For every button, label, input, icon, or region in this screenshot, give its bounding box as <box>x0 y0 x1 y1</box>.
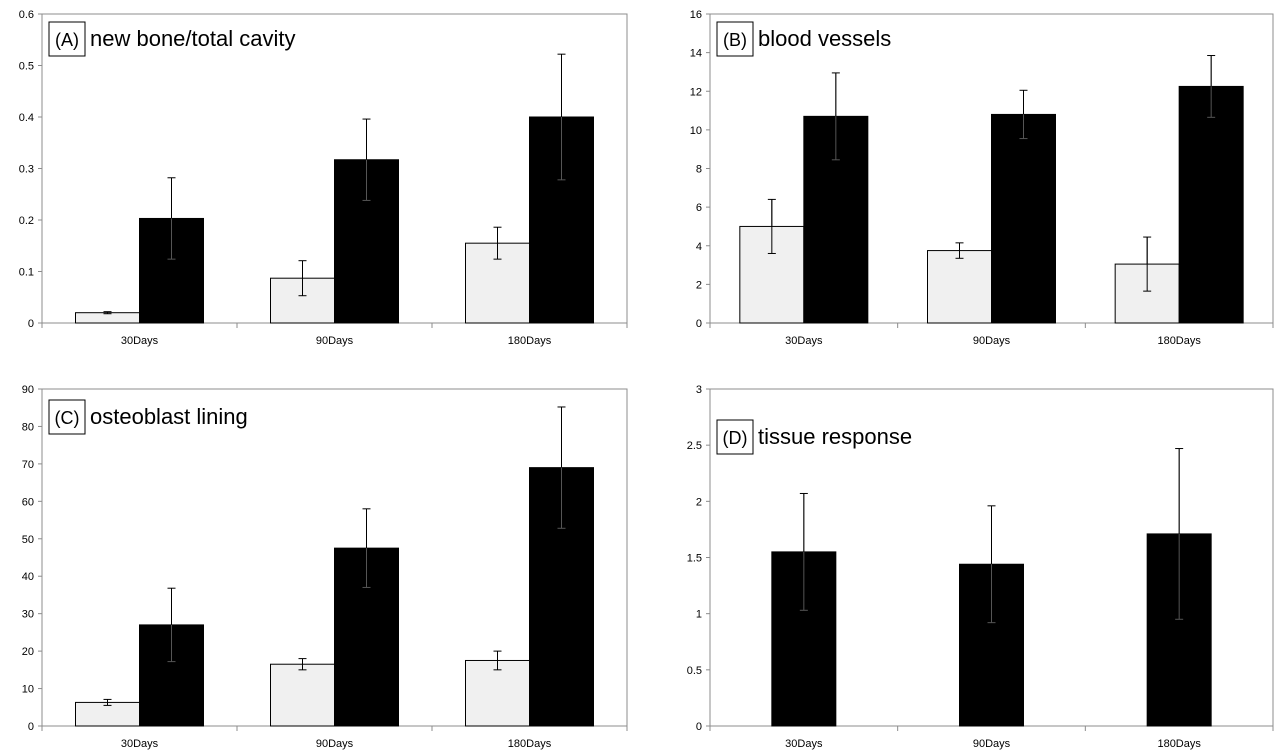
y-tick-label: 2 <box>696 279 702 291</box>
category-label: 180Days <box>508 335 552 347</box>
bar-90Days-series-1 <box>927 250 992 324</box>
y-tick-label: 0 <box>696 721 702 733</box>
y-tick-label: 0.3 <box>19 164 34 176</box>
category-label: 90Days <box>316 335 354 347</box>
panel-label: (D) <box>723 428 748 448</box>
y-tick-label: 0.2 <box>19 215 34 227</box>
y-tick-label: 0 <box>696 318 702 330</box>
chart-panel-2: 0 2 4 6 8 10 12 14 16 30Days 90Days 180Days (B) blood… <box>690 9 1274 347</box>
chart-title: new bone/total cavity <box>90 26 295 51</box>
category-label: 30Days <box>785 738 823 750</box>
bar-90Days-series-2 <box>991 113 1056 324</box>
y-tick-label: 0.4 <box>19 112 34 124</box>
y-tick-label: 4 <box>696 241 702 253</box>
bar-30Days-series-1 <box>75 312 140 324</box>
panel-label: (C) <box>55 408 80 428</box>
y-tick-label: 12 <box>690 86 702 98</box>
panel-label: (A) <box>55 30 79 50</box>
y-tick-label: 0 <box>28 721 34 733</box>
y-tick-label: 1.5 <box>687 553 702 565</box>
panel-label-box <box>48 399 86 435</box>
category-label: 180Days <box>508 738 552 750</box>
y-tick-label: 2 <box>696 496 702 508</box>
chart-title: osteoblast lining <box>90 404 248 429</box>
category-label: 180Days <box>1157 335 1201 347</box>
y-tick-label: 10 <box>690 125 702 137</box>
y-tick-label: 80 <box>22 421 34 433</box>
bar-90Days-series-1 <box>270 277 335 324</box>
y-tick-label: 6 <box>696 202 702 214</box>
bar-30Days-series-1 <box>75 701 140 727</box>
y-tick-label: 3 <box>696 384 702 396</box>
y-tick-label: 90 <box>22 384 34 396</box>
y-tick-label: 70 <box>22 459 34 471</box>
bar-180Days-series-2 <box>1178 85 1244 324</box>
bar-90Days-series-2 <box>334 159 399 324</box>
y-tick-label: 50 <box>22 534 34 546</box>
category-label: 30Days <box>785 335 823 347</box>
y-tick-label: 60 <box>22 496 34 508</box>
category-label: 180Days <box>1157 738 1201 750</box>
y-tick-label: 30 <box>22 609 34 621</box>
y-tick-label: 40 <box>22 571 34 583</box>
y-tick-label: 0.5 <box>19 61 34 73</box>
y-tick-label: 14 <box>690 48 702 60</box>
category-label: 30Days <box>121 738 159 750</box>
y-tick-label: 16 <box>690 9 702 21</box>
category-label: 90Days <box>316 738 354 750</box>
chart-title: blood vessels <box>758 26 891 51</box>
chart-title: tissue response <box>758 424 912 449</box>
y-tick-label: 8 <box>696 164 702 176</box>
panel-label: (B) <box>723 30 747 50</box>
chart-panel-4: 0 0.5 1 1.5 2 2.5 3 30Days 90Days 180Days (D) tissu… <box>687 384 1274 750</box>
y-tick-label: 0.6 <box>19 9 34 21</box>
y-tick-label: 10 <box>22 684 34 696</box>
y-tick-label: 0.5 <box>687 665 702 677</box>
chart-panel-3: 0 10 20 30 40 50 60 70 80 90 30Days 90Days 180Days (C… <box>22 384 628 750</box>
y-tick-label: 1 <box>696 609 702 621</box>
category-label: 30Days <box>121 335 159 347</box>
panel-label-box <box>48 21 86 57</box>
panel-label-box <box>716 419 754 455</box>
y-tick-label: 2.5 <box>687 440 702 452</box>
bar-90Days-series-1 <box>270 663 335 727</box>
y-tick-label: 20 <box>22 646 34 658</box>
category-label: 90Days <box>973 335 1011 347</box>
category-label: 90Days <box>973 738 1011 750</box>
y-tick-label: 0.1 <box>19 267 34 279</box>
panel-label-box <box>716 21 754 57</box>
y-tick-label: 0 <box>28 318 34 330</box>
chart-panel-1: 0 0.1 0.2 0.3 0.4 0.5 0.6 30Days 90Days 180Days (A… <box>19 9 628 347</box>
